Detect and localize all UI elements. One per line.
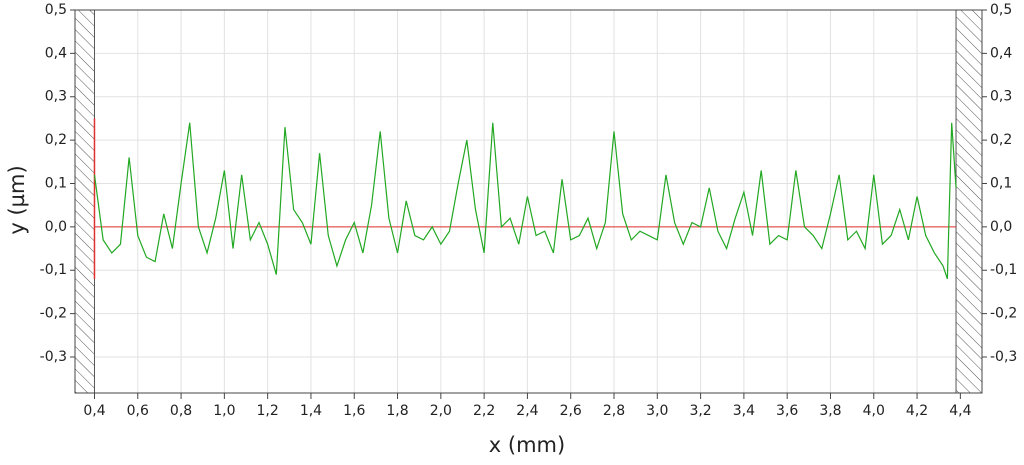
x-tick-label: 1,0	[213, 403, 235, 419]
y-tick-label: 0,0	[45, 219, 67, 235]
y-tick-label: 0,1	[45, 175, 67, 191]
y-tick-label: 0,3	[45, 89, 67, 105]
y2-tick-label: 0,4	[990, 45, 1012, 61]
x-tick-label: 2,4	[516, 403, 538, 419]
x-tick-label: 4,4	[949, 403, 971, 419]
x-tick-label: 2,2	[473, 403, 495, 419]
x-tick-label: 2,0	[430, 403, 452, 419]
y2-tick-label: 0,2	[990, 132, 1012, 148]
excluded-region	[955, 9, 983, 394]
y-tick-label: -0,1	[40, 262, 67, 278]
x-tick-label: 0,6	[127, 403, 149, 419]
x-tick-label: 3,6	[776, 403, 798, 419]
y2-tick-label: 0,5	[990, 2, 1012, 18]
y2-tick-label: -0,1	[990, 262, 1017, 278]
x-axis-title: x (mm)	[489, 433, 565, 457]
x-tick-label: 3,4	[733, 403, 755, 419]
x-tick-label: 0,4	[83, 403, 105, 419]
x-tick-label: 2,8	[603, 403, 625, 419]
x-tick-label: 3,0	[646, 403, 668, 419]
x-tick-label: 2,6	[560, 403, 582, 419]
x-tick-label: 1,4	[300, 403, 322, 419]
x-tick-label: 1,8	[386, 403, 408, 419]
y-tick-label: -0,2	[40, 306, 67, 322]
y-tick-label: -0,3	[40, 349, 67, 365]
y2-tick-label: 0,0	[990, 219, 1012, 235]
x-tick-label: 3,2	[689, 403, 711, 419]
y-tick-label: 0,2	[45, 132, 67, 148]
y2-tick-label: 0,1	[990, 175, 1012, 191]
x-tick-label: 3,8	[819, 403, 841, 419]
data-line	[93, 122, 957, 280]
y-tick-label: 0,5	[45, 2, 67, 18]
x-tick-label: 0,8	[170, 403, 192, 419]
y-axis-title: y (µm)	[5, 165, 29, 234]
x-tick-label: 4,2	[906, 403, 928, 419]
y2-tick-label: -0,2	[990, 306, 1017, 322]
y-tick-label: 0,4	[45, 45, 67, 61]
y2-tick-label: -0,3	[990, 349, 1017, 365]
excluded-region	[74, 9, 95, 394]
x-tick-label: 1,2	[257, 403, 279, 419]
plot-frame	[74, 9, 983, 394]
x-tick-label: 1,6	[343, 403, 365, 419]
x-tick-label: 4,0	[863, 403, 885, 419]
y2-tick-label: 0,3	[990, 89, 1012, 105]
